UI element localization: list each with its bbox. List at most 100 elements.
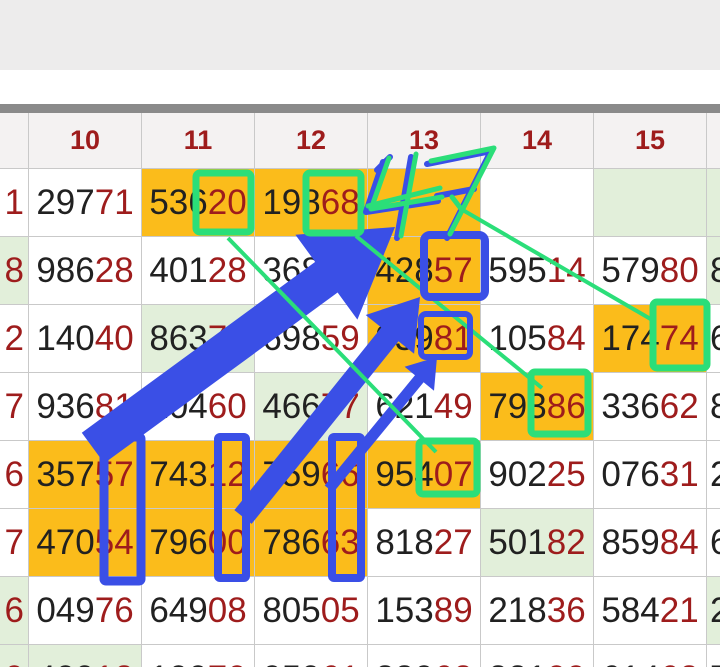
number-red-digits: 81 — [433, 318, 473, 358]
number-black-digits: 357 — [36, 454, 95, 494]
table-cell: 82100 — [481, 645, 594, 667]
table-cell: 818 27 — [368, 509, 481, 577]
table-cell: 579 80 — [594, 237, 707, 305]
table-cell: 40912 — [29, 645, 142, 667]
number-black-digits: 100 — [149, 659, 207, 667]
number-red-digits: 61 — [321, 659, 360, 667]
table-cell: 621 49 — [368, 373, 481, 441]
left-partial-cell: 1 — [0, 169, 29, 237]
number-black-digits: 936 — [36, 386, 95, 426]
table-cell: 218 36 — [481, 577, 594, 645]
number-black-digits: 501 — [488, 522, 547, 562]
number-red-digits: 59 — [320, 318, 360, 358]
right-partial-cell: 6 — [707, 509, 720, 577]
number-black-digits: 140 — [36, 318, 95, 358]
number-black-digits: 218 — [488, 590, 547, 630]
table-cell: 863 76 — [142, 305, 255, 373]
table-cell: 297 71 — [29, 169, 142, 237]
column-header-partial — [707, 113, 720, 169]
table-cell: 368 52 — [255, 237, 368, 305]
table-cell — [594, 169, 707, 237]
table-cell: 10070 — [142, 645, 255, 667]
number-red-digits: 00 — [207, 522, 247, 562]
number-black-digits: 368 — [262, 250, 321, 290]
number-black-digits: 859 — [601, 522, 660, 562]
table-cell: 470 54 — [29, 509, 142, 577]
results-table[interactable]: 10 11 12 13 14 15 1 297 71 536 20 198 68 8 986 28 401 28 3… — [0, 113, 720, 667]
column-header-15: 15 — [594, 113, 707, 169]
number-black-digits: 621 — [375, 386, 434, 426]
number-red-digits: 77 — [320, 386, 360, 426]
number-red-digits: 20 — [207, 182, 247, 222]
table-cell: 140 40 — [29, 305, 142, 373]
number-black-digits: 939 — [375, 318, 434, 358]
number-black-digits: 076 — [601, 454, 660, 494]
number-black-digits: 759 — [262, 454, 321, 494]
number-red-digits: 21 — [659, 590, 699, 630]
right-partial-cell: 8 — [707, 237, 720, 305]
number-black-digits: 649 — [149, 590, 208, 630]
table-cell: 076 31 — [594, 441, 707, 509]
left-partial-cell: 7 — [0, 373, 29, 441]
right-partial-cell — [707, 169, 720, 237]
column-header-13: 13 — [368, 113, 481, 169]
number-red-digits: 60 — [207, 386, 247, 426]
number-red-digits: 28 — [94, 250, 134, 290]
number-black-digits: 880 — [375, 659, 433, 667]
table-cell: 595 14 — [481, 237, 594, 305]
number-black-digits: 536 — [149, 182, 208, 222]
number-black-digits: 336 — [601, 386, 660, 426]
table-cell: 05961 — [255, 645, 368, 667]
number-red-digits: 49 — [433, 386, 473, 426]
table-cell: 401 28 — [142, 237, 255, 305]
number-black-digits: 198 — [262, 182, 321, 222]
number-red-digits: 68 — [320, 182, 360, 222]
number-black-digits: 821 — [488, 659, 546, 667]
table-cell: 793 86 — [481, 373, 594, 441]
number-black-digits: 174 — [601, 318, 660, 358]
table-cell: 584 21 — [594, 577, 707, 645]
number-red-digits: 66 — [320, 454, 360, 494]
number-red-digits: 84 — [546, 318, 586, 358]
table-cell — [368, 169, 481, 237]
column-header-10: 10 — [29, 113, 142, 169]
number-red-digits: 62 — [659, 386, 699, 426]
number-red-digits: 14 — [546, 250, 586, 290]
table-cell: 357 57 — [29, 441, 142, 509]
left-partial-cell: 0 — [0, 645, 29, 667]
number-red-digits: 80 — [659, 250, 699, 290]
left-partial-cell: 2 — [0, 305, 29, 373]
number-black-digits: 805 — [262, 590, 321, 630]
table-cell: 859 84 — [594, 509, 707, 577]
number-red-digits: 76 — [207, 318, 247, 358]
number-red-digits: 74 — [659, 318, 699, 358]
table-cell: 759 66 — [255, 441, 368, 509]
right-partial-cell: 2 — [707, 577, 720, 645]
number-red-digits: 54 — [94, 522, 134, 562]
number-red-digits: 86 — [546, 386, 586, 426]
number-red-digits: 70 — [208, 659, 247, 667]
number-red-digits: 12 — [95, 659, 134, 667]
number-black-digits: 902 — [488, 454, 547, 494]
status-area — [0, 0, 720, 70]
table-cell: 939 81 — [368, 305, 481, 373]
right-partial-cell: 7 — [707, 645, 720, 667]
table-cell: 466 77 — [255, 373, 368, 441]
number-red-digits: 07 — [433, 454, 473, 494]
number-red-digits: 05 — [320, 590, 360, 630]
number-black-digits: 105 — [488, 318, 547, 358]
number-red-digits: 00 — [547, 659, 586, 667]
number-black-digits: 297 — [36, 182, 95, 222]
number-black-digits: 614 — [601, 659, 659, 667]
table-cell: 61462 — [594, 645, 707, 667]
column-header-14: 14 — [481, 113, 594, 169]
right-partial-cell: 2 — [707, 441, 720, 509]
number-red-digits: 31 — [659, 454, 699, 494]
number-black-digits: 153 — [375, 590, 434, 630]
left-partial-cell: 8 — [0, 237, 29, 305]
table-cell: 105 84 — [481, 305, 594, 373]
number-black-digits: 698 — [262, 318, 321, 358]
number-red-digits: 27 — [433, 522, 473, 562]
number-black-digits: 786 — [262, 522, 321, 562]
